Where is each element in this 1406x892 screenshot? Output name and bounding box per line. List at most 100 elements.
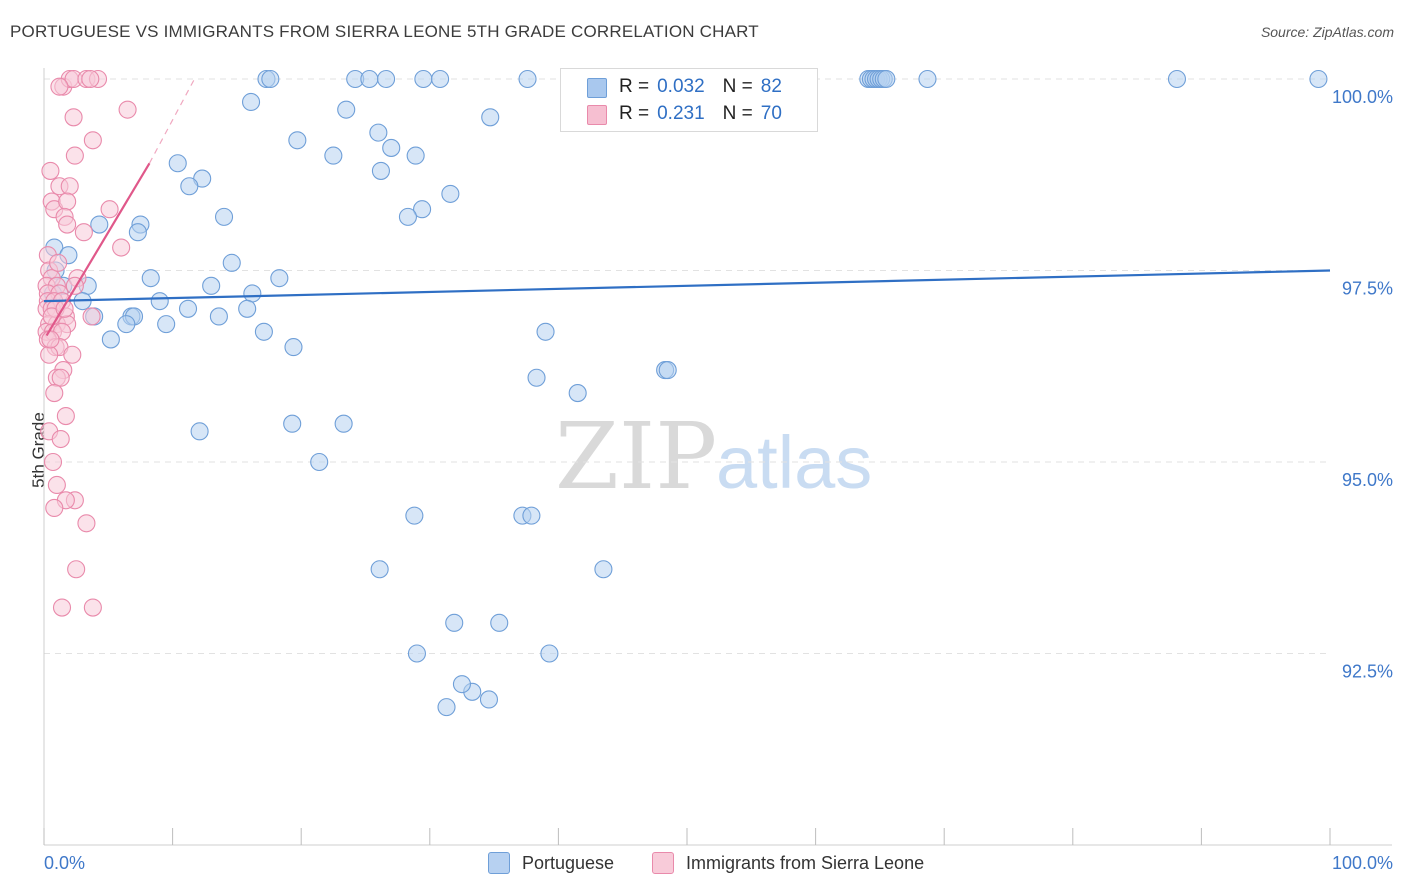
legend-n-value: 82 bbox=[760, 76, 782, 97]
point-portuguese bbox=[1309, 69, 1328, 89]
point-portuguese bbox=[527, 368, 546, 387]
point-portuguese bbox=[150, 292, 169, 311]
point-portuguese bbox=[414, 69, 433, 89]
x-tick-label: 100.0% bbox=[1332, 853, 1393, 873]
legend-swatch-portuguese bbox=[488, 852, 510, 874]
point-sierra-leone bbox=[41, 161, 60, 180]
point-sierra-leone bbox=[74, 223, 93, 242]
point-portuguese bbox=[377, 69, 396, 89]
point-sierra-leone bbox=[77, 514, 96, 533]
y-tick-label: 92.5% bbox=[1342, 662, 1393, 682]
point-portuguese bbox=[568, 384, 587, 403]
point-portuguese bbox=[310, 452, 329, 472]
point-portuguese bbox=[413, 200, 432, 219]
point-portuguese bbox=[441, 184, 460, 203]
point-portuguese bbox=[214, 207, 234, 226]
point-portuguese bbox=[452, 675, 472, 694]
point-portuguese bbox=[405, 506, 424, 525]
trendline-portuguese bbox=[43, 269, 1331, 303]
point-portuguese bbox=[141, 269, 160, 288]
legend-r-label: R = bbox=[619, 103, 650, 124]
point-sierra-leone bbox=[45, 498, 64, 518]
point-portuguese bbox=[407, 644, 426, 663]
legend-row-sierra-leone: R = 0.231 N = 70 bbox=[587, 102, 782, 126]
point-portuguese bbox=[178, 299, 198, 318]
point-portuguese bbox=[117, 315, 136, 334]
point-portuguese bbox=[190, 422, 209, 441]
point-sierra-leone bbox=[63, 345, 82, 364]
legend-n-label: N = bbox=[722, 76, 753, 97]
point-portuguese bbox=[157, 315, 176, 334]
point-sierra-leone bbox=[51, 429, 70, 449]
point-portuguese bbox=[431, 69, 450, 89]
point-sierra-leone bbox=[56, 406, 75, 426]
point-sierra-leone bbox=[58, 192, 77, 211]
point-portuguese bbox=[209, 307, 228, 326]
point-sierra-leone bbox=[112, 238, 131, 257]
y-tick-label: 100.0% bbox=[1332, 87, 1393, 107]
point-portuguese bbox=[445, 613, 464, 632]
legend-swatch-portuguese bbox=[587, 78, 607, 98]
legend-item-sierra-leone[interactable]: Immigrants from Sierra Leone bbox=[652, 852, 924, 874]
point-portuguese bbox=[918, 69, 937, 89]
point-portuguese bbox=[398, 207, 417, 226]
point-portuguese bbox=[371, 161, 390, 180]
point-portuguese bbox=[406, 146, 425, 165]
point-portuguese bbox=[437, 698, 456, 717]
point-portuguese bbox=[202, 276, 221, 295]
point-portuguese bbox=[238, 299, 257, 318]
point-sierra-leone bbox=[41, 330, 60, 349]
legend-row-portuguese: R = 0.032 N = 82 bbox=[587, 75, 782, 99]
point-portuguese bbox=[243, 284, 262, 303]
point-portuguese bbox=[877, 69, 896, 89]
trendline-sierra-leone-extension bbox=[148, 78, 195, 164]
point-portuguese bbox=[658, 361, 677, 380]
x-tick-label: 0.0% bbox=[44, 853, 85, 873]
point-portuguese bbox=[481, 108, 500, 127]
point-portuguese bbox=[254, 322, 273, 341]
point-portuguese bbox=[360, 69, 379, 89]
point-sierra-leone bbox=[100, 200, 119, 219]
legend-label-sierra-leone: Immigrants from Sierra Leone bbox=[686, 852, 925, 873]
point-sierra-leone bbox=[83, 131, 102, 150]
point-sierra-leone bbox=[118, 100, 137, 119]
source-label: Source: ZipAtlas.com bbox=[1260, 24, 1394, 40]
point-portuguese bbox=[180, 177, 199, 196]
point-portuguese bbox=[536, 322, 555, 341]
point-portuguese bbox=[168, 154, 187, 173]
point-sierra-leone bbox=[47, 475, 66, 495]
point-sierra-leone bbox=[45, 384, 64, 403]
point-portuguese bbox=[324, 146, 343, 165]
point-sierra-leone bbox=[51, 368, 70, 387]
point-portuguese bbox=[270, 269, 289, 288]
point-portuguese bbox=[284, 338, 303, 357]
point-portuguese bbox=[101, 330, 120, 349]
point-sierra-leone bbox=[58, 215, 77, 234]
point-portuguese bbox=[261, 69, 280, 89]
point-sierra-leone bbox=[60, 177, 79, 196]
legend-r-label: R = bbox=[619, 76, 650, 97]
point-sierra-leone bbox=[83, 598, 102, 617]
legend-item-portuguese[interactable]: Portuguese bbox=[488, 852, 614, 874]
series-legend: Portuguese Immigrants from Sierra Leone bbox=[0, 852, 1406, 878]
y-tick-label: 95.0% bbox=[1342, 470, 1393, 490]
legend-n-label: N = bbox=[722, 103, 753, 124]
y-tick-label: 97.5% bbox=[1342, 279, 1393, 299]
legend-swatch-sierra-leone bbox=[587, 105, 607, 125]
point-portuguese bbox=[337, 100, 356, 119]
legend-label-portuguese: Portuguese bbox=[522, 852, 615, 873]
chart-title: PORTUGUESE VS IMMIGRANTS FROM SIERRA LEO… bbox=[10, 22, 759, 41]
watermark-zip: ZIP bbox=[555, 403, 717, 510]
legend-n-value: 70 bbox=[760, 103, 782, 124]
trendline-sierra-leone bbox=[45, 162, 151, 337]
point-sierra-leone bbox=[40, 345, 59, 364]
point-portuguese bbox=[1167, 69, 1187, 89]
stats-legend: R = 0.032 N = 82 R = 0.231 N = 70 bbox=[560, 68, 818, 132]
legend-r-value: 0.231 bbox=[657, 103, 705, 124]
point-portuguese bbox=[283, 414, 302, 433]
point-sierra-leone bbox=[81, 69, 100, 89]
point-portuguese bbox=[540, 644, 559, 663]
point-sierra-leone bbox=[50, 77, 69, 96]
point-sierra-leone bbox=[64, 108, 83, 127]
